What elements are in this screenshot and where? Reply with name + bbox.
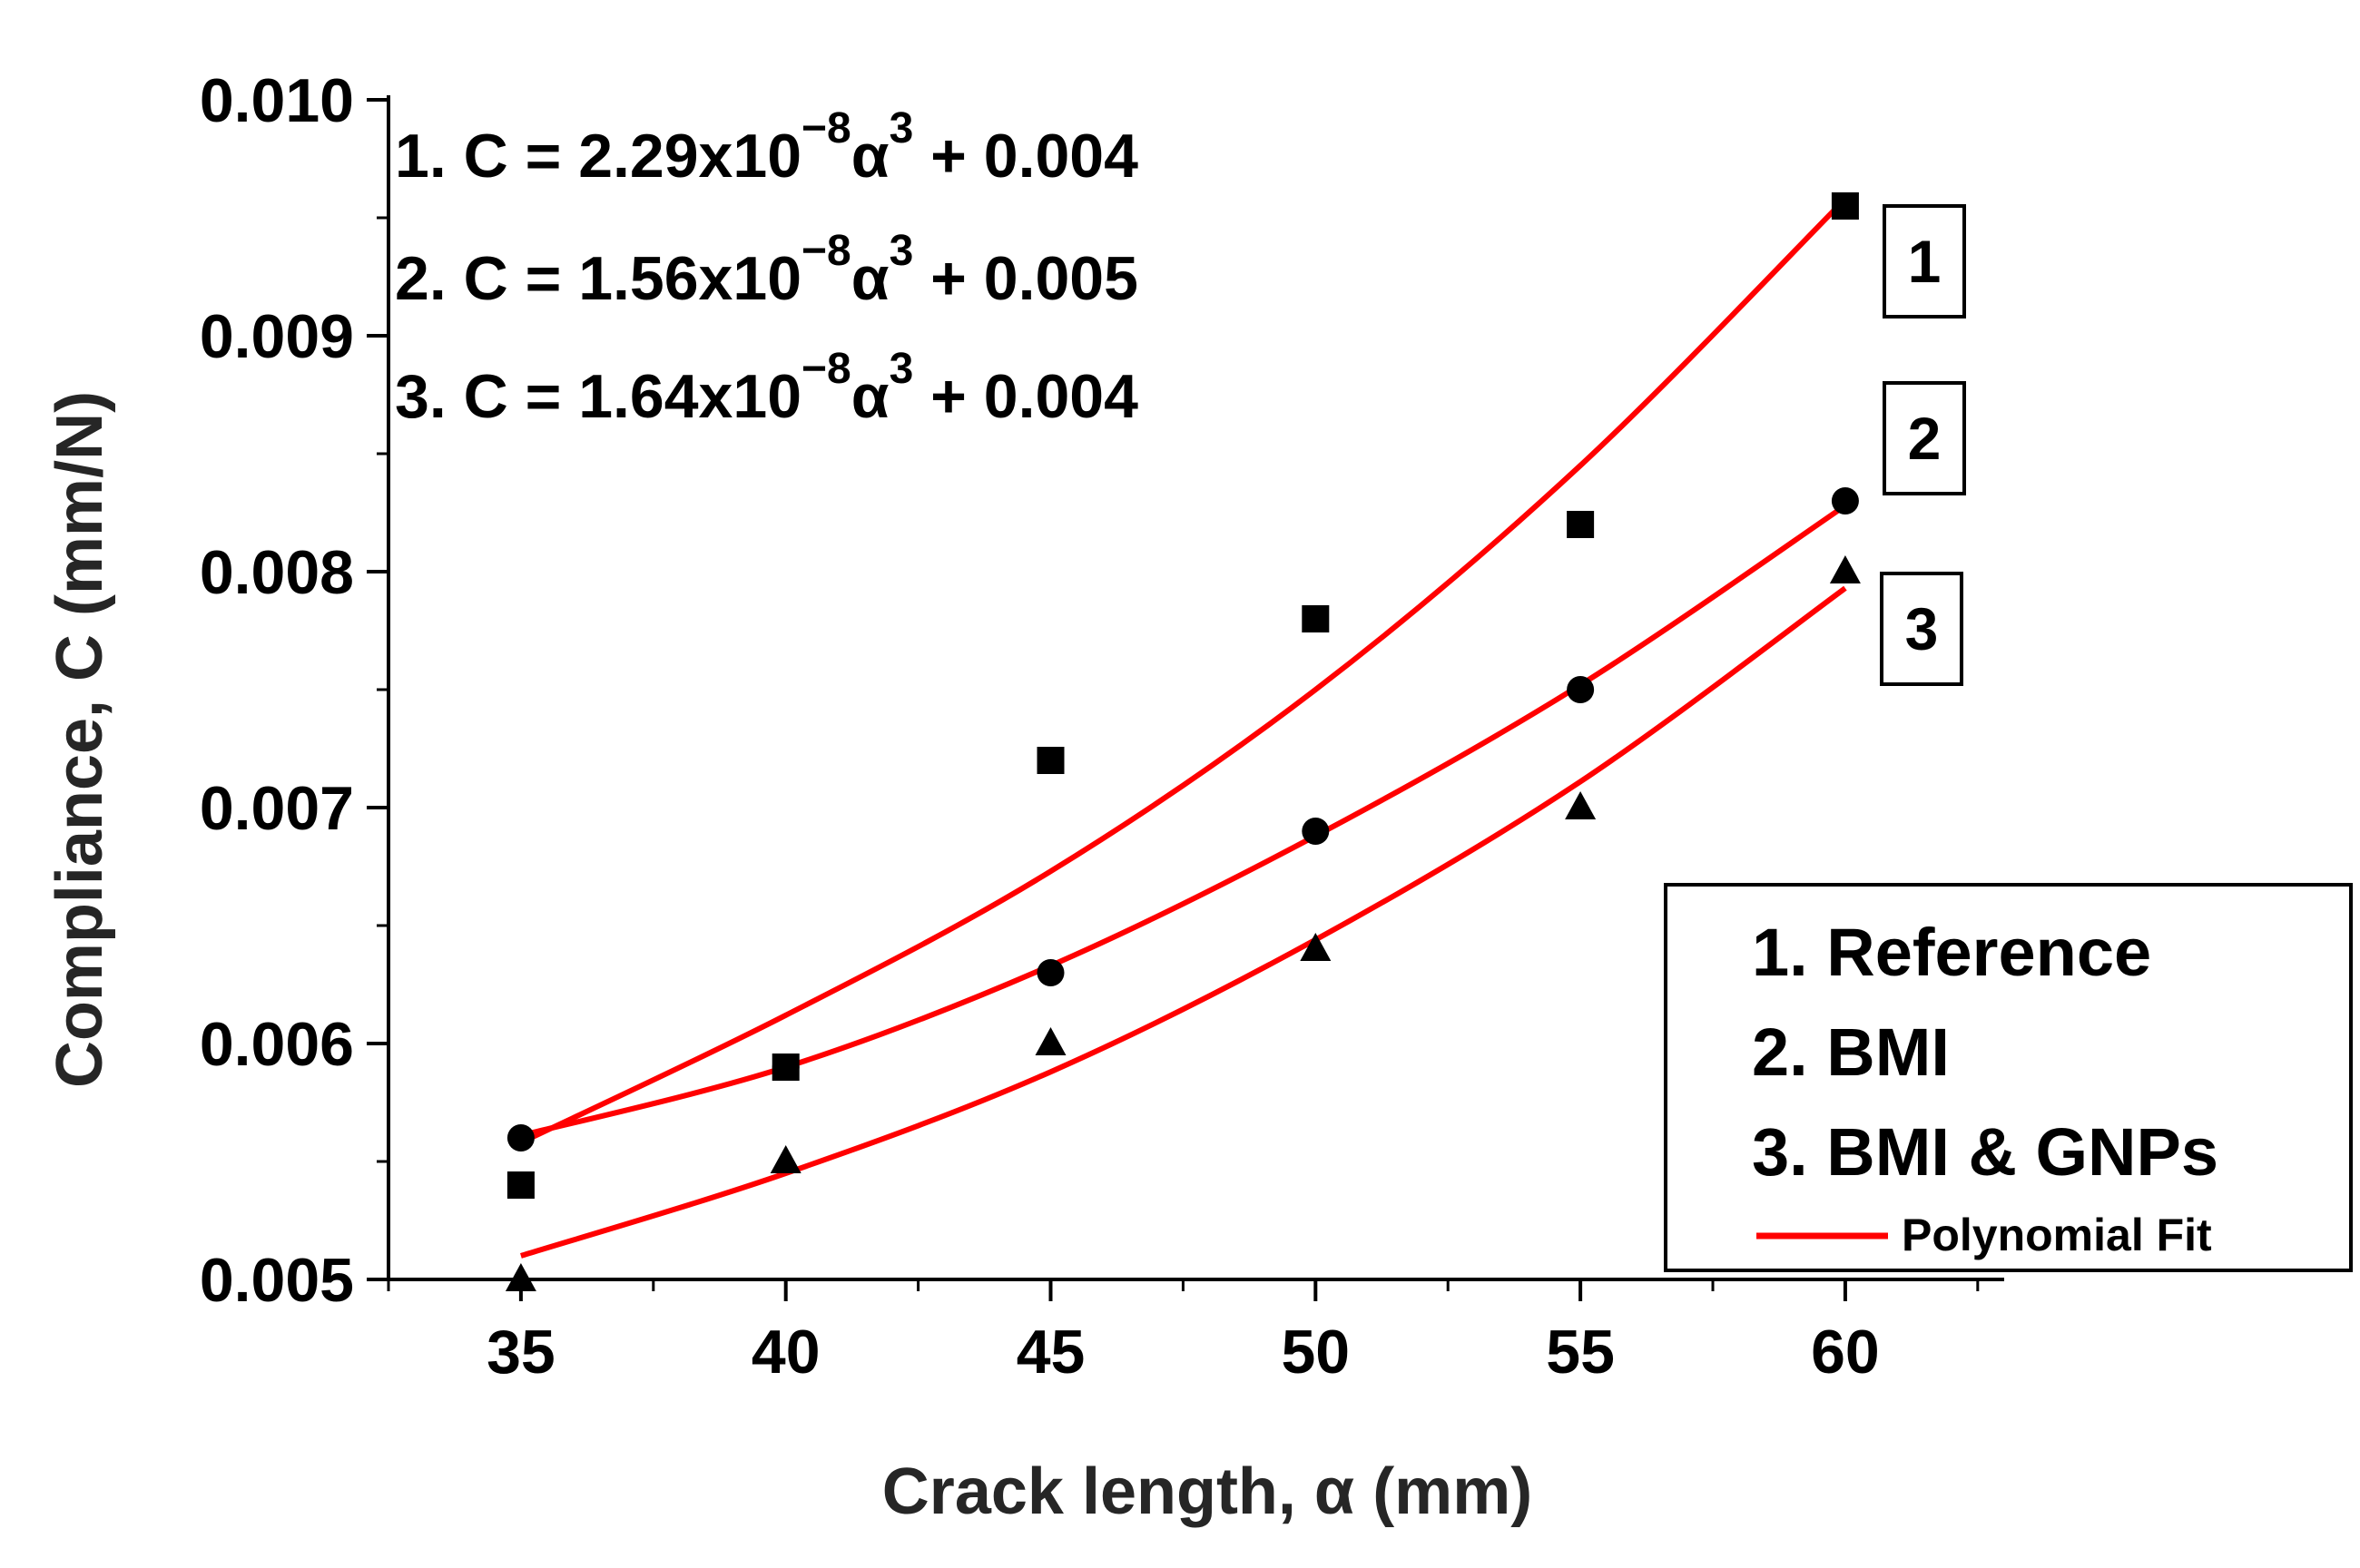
fit-curve-series-3 (520, 585, 1847, 1259)
curve-tag-3: 3 (1905, 595, 1939, 662)
x-tick-label: 60 (1811, 1318, 1880, 1387)
curve-tag-box-2 (1883, 381, 1966, 495)
data-point-triangle (1829, 555, 1861, 583)
fit-curve-series-1 (519, 197, 1848, 1145)
data-point-circle (1567, 676, 1595, 703)
equation-intercept: + 0.004 (913, 122, 1138, 191)
legend-box (1664, 883, 2353, 1272)
data-point-triangle (1300, 933, 1332, 961)
y-tick-label: 0.006 (200, 1010, 354, 1079)
x-axis-title-symbol: α (1314, 1455, 1354, 1528)
equation-exponent: −8 (801, 227, 851, 275)
fit-equation-3: 3. C = 1.64x10−8α3 + 0.004 (395, 345, 1138, 431)
y-tick-label: 0.009 (200, 302, 354, 371)
data-point-circle (1037, 959, 1065, 986)
equation-intercept: + 0.004 (913, 362, 1138, 431)
curve-tag-1: 1 (1908, 228, 1942, 295)
equation-exponent: −8 (801, 104, 851, 152)
x-tick-label: 50 (1281, 1318, 1350, 1387)
equation-intercept: + 0.005 (913, 244, 1138, 313)
equation-variable: α (851, 362, 890, 431)
data-markers (505, 192, 1861, 1291)
x-tick-label: 55 (1546, 1318, 1615, 1387)
data-point-circle (1302, 818, 1330, 845)
data-point-square (1567, 511, 1595, 538)
x-tick-label: 35 (487, 1318, 556, 1387)
data-point-square (1302, 605, 1330, 632)
legend-entry-bmi: 2. BMI (1752, 1014, 1950, 1090)
x-axis-title-suffix: (mm) (1354, 1455, 1532, 1528)
legend: 1. Reference 2. BMI 3. BMI & GNPs Polyno… (1664, 883, 2353, 1272)
equation-coefficient: 1. C = 2.29x10 (395, 122, 801, 191)
y-tick-label: 0.010 (200, 66, 354, 135)
equation-power: 3 (890, 104, 914, 152)
equation-coefficient: 3. C = 1.64x10 (395, 362, 801, 431)
x-axis-title-prefix: Crack length, (882, 1455, 1314, 1528)
axes-layer: 35 40 45 50 55 60 0.005 0.006 0.007 0.008 0.009 0.0… (200, 66, 2004, 1387)
data-point-circle (772, 1054, 800, 1081)
data-point-square (1037, 747, 1065, 774)
equation-power: 3 (890, 345, 914, 393)
data-point-triangle (1565, 791, 1597, 819)
equation-exponent: −8 (801, 345, 851, 393)
x-tick-label: 40 (752, 1318, 821, 1387)
data-point-square (1831, 192, 1859, 220)
x-tick-label: 45 (1017, 1318, 1086, 1387)
curve-tag-2: 2 (1908, 405, 1942, 472)
equation-coefficient: 2. C = 1.56x10 (395, 244, 801, 313)
y-tick-label: 0.005 (200, 1246, 354, 1315)
data-point-circle (506, 1124, 535, 1152)
fit-curves (519, 197, 1848, 1259)
equation-variable: α (851, 244, 890, 313)
equation-variable: α (851, 122, 890, 191)
data-point-triangle (505, 1263, 536, 1291)
fit-curve-series-2 (520, 503, 1847, 1139)
legend-entry-polynomial-fit: Polynomial Fit (1902, 1210, 2212, 1260)
fit-equation-2: 2. C = 1.56x10−8α3 + 0.005 (395, 227, 1138, 313)
data-point-circle (1831, 487, 1859, 514)
data-point-triangle (1035, 1027, 1067, 1055)
legend-entry-reference: 1. Reference (1752, 915, 2151, 990)
data-point-triangle (770, 1145, 801, 1173)
x-axis-title: Crack length, α (mm) (882, 1455, 1532, 1528)
fit-equation-1: 1. C = 2.29x10−8α3 + 0.004 (395, 104, 1138, 191)
data-point-square (506, 1171, 535, 1199)
legend-entry-bmi-gnps: 3. BMI & GNPs (1752, 1114, 2218, 1190)
y-axis-title: Compliance, C (mm/N) (44, 391, 116, 1088)
y-tick-label: 0.008 (200, 538, 354, 607)
equation-power: 3 (890, 227, 914, 275)
curve-tag-box-1 (1883, 204, 1966, 318)
curve-tag-box-3 (1880, 572, 1963, 686)
y-tick-label: 0.007 (200, 774, 354, 843)
